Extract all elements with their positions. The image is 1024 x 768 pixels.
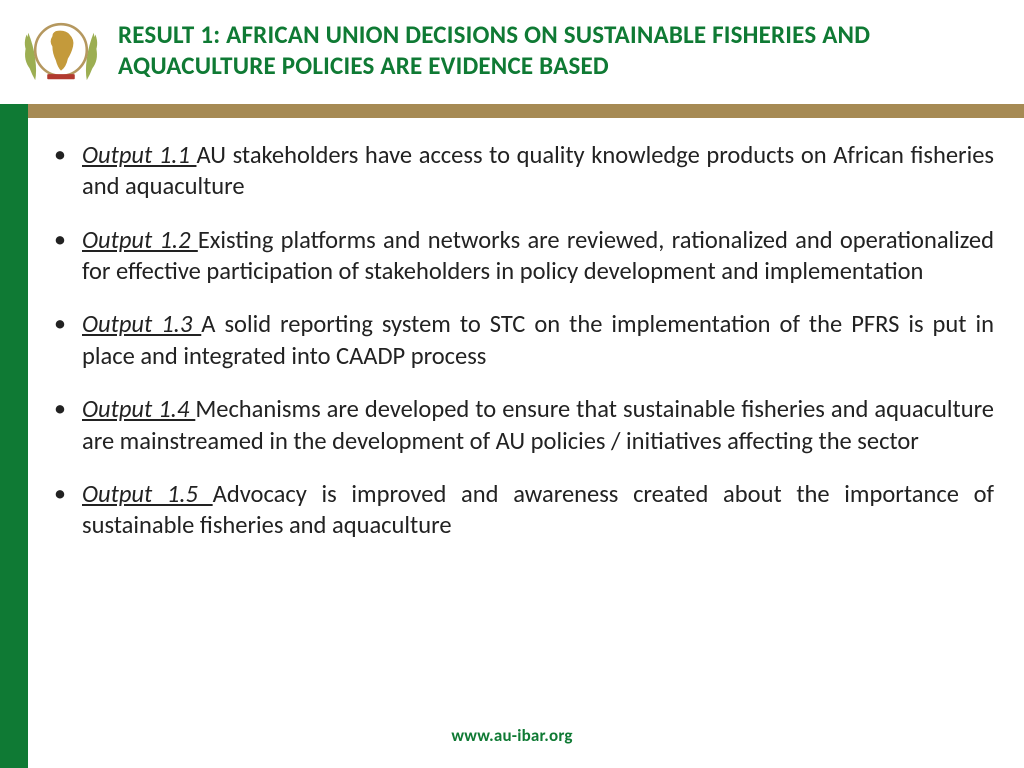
au-logo-icon — [18, 7, 104, 93]
output-label: Output 1.5 — [82, 479, 213, 509]
output-label: Output 1.4 — [82, 394, 195, 424]
divider-gold — [0, 104, 1024, 118]
list-item: Output 1.4 Mechanisms are developed to e… — [48, 394, 994, 457]
output-text: A solid reporting system to STC on the i… — [82, 309, 994, 370]
list-item: Output 1.2 Existing platforms and networ… — [48, 225, 994, 288]
output-text: Existing platforms and networks are revi… — [82, 225, 994, 286]
list-item: Output 1.5 Advocacy is improved and awar… — [48, 479, 994, 542]
left-accent-bar — [0, 104, 28, 768]
outputs-list: Output 1.1 AU stakeholders have access t… — [48, 140, 994, 542]
slide-header: RESULT 1: AFRICAN UNION DECISIONS ON SUS… — [0, 0, 1024, 100]
slide-body: Output 1.1 AU stakeholders have access t… — [48, 140, 994, 708]
slide-title: RESULT 1: AFRICAN UNION DECISIONS ON SUS… — [118, 19, 1024, 82]
list-item: Output 1.3 A solid reporting system to S… — [48, 309, 994, 372]
output-label: Output 1.1 — [82, 140, 196, 170]
output-label: Output 1.2 — [82, 225, 198, 255]
output-text: AU stakeholders have access to quality k… — [82, 140, 994, 201]
output-text: Mechanisms are developed to ensure that … — [82, 394, 994, 455]
slide: RESULT 1: AFRICAN UNION DECISIONS ON SUS… — [0, 0, 1024, 768]
output-text: Advocacy is improved and awareness creat… — [82, 479, 994, 540]
output-label: Output 1.3 — [82, 309, 201, 339]
footer-url: www.au-ibar.org — [0, 725, 1024, 746]
list-item: Output 1.1 AU stakeholders have access t… — [48, 140, 994, 203]
